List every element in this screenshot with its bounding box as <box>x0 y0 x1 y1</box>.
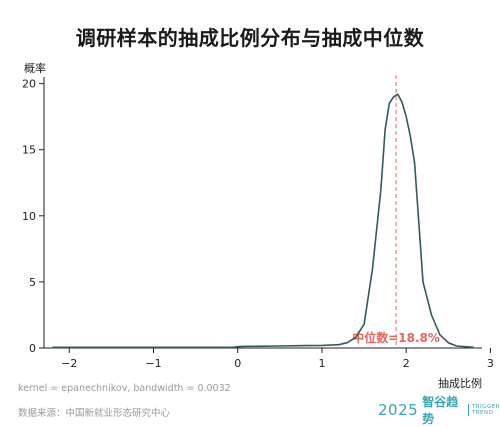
x-axis-label: 抽成比例 <box>438 376 482 390</box>
ticks: 0 5 10 15 20 −2 −1 0 1 2 3 <box>22 78 494 370</box>
y-tick-label: 15 <box>22 144 36 157</box>
chart-title: 调研样本的抽成比例分布与抽成中位数 <box>75 26 425 50</box>
y-tick-label: 0 <box>29 342 36 355</box>
brand-logo: 2025 智谷趋势 TRIGGER TREND <box>378 395 500 426</box>
logo-sub: TRIGGER TREND <box>467 404 500 416</box>
series-group <box>52 93 474 349</box>
x-tick-label: −1 <box>145 357 161 370</box>
axes <box>43 77 482 349</box>
logo-sub-line-1: TRIGGER <box>471 404 500 410</box>
y-tick-label: 10 <box>22 210 36 223</box>
y-tick-label: 5 <box>29 276 36 289</box>
source-note: 数据来源：中国新就业形态研究中心 <box>18 408 171 419</box>
kernel-note: kernel = epanechnikov, bandwidth = 0.003… <box>18 383 231 394</box>
median-label: 中位数=18.8% <box>352 330 440 345</box>
logo-sub-line-2: TREND <box>471 410 494 416</box>
x-tick-label: −2 <box>61 357 77 370</box>
median-marker: 中位数=18.8% <box>352 75 440 348</box>
y-axis-label: 概率 <box>24 61 46 75</box>
x-tick-label: 0 <box>234 357 241 370</box>
logo-year: 2025 <box>378 401 419 419</box>
x-tick-label: 3 <box>487 357 494 370</box>
x-tick-label: 1 <box>318 357 325 370</box>
density-line-series-0 <box>52 93 474 349</box>
x-tick-label: 2 <box>403 357 410 370</box>
y-tick-label: 20 <box>22 78 36 91</box>
logo-name: 智谷趋势 <box>422 395 459 426</box>
